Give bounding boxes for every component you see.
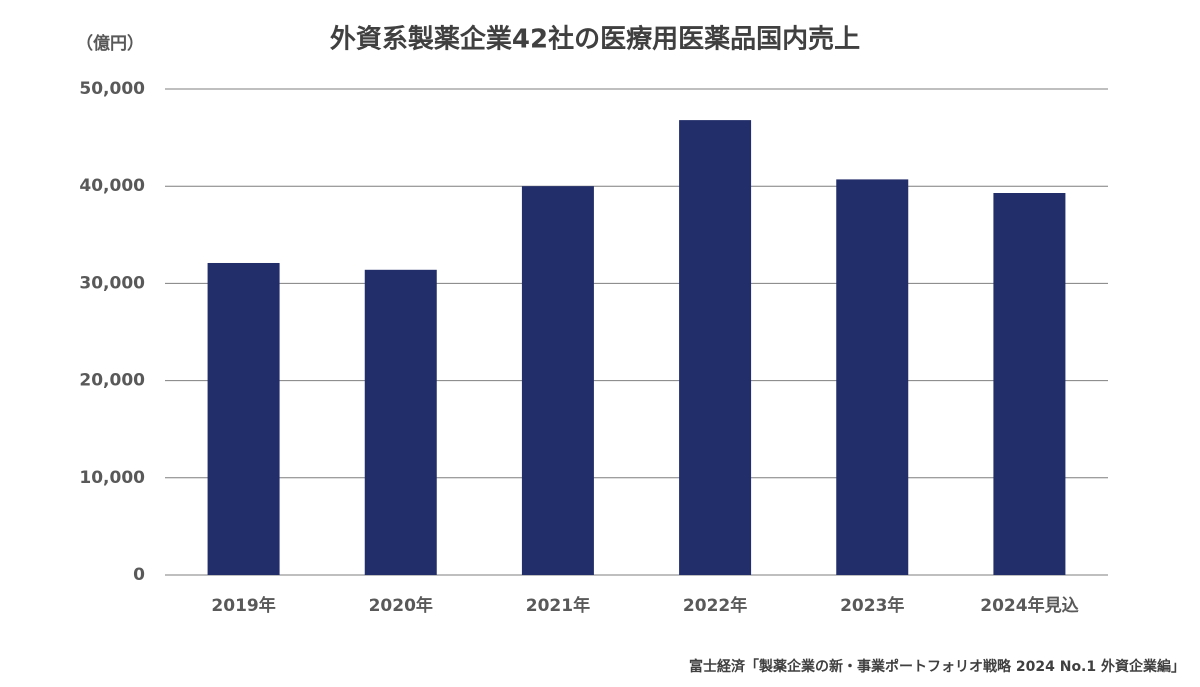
bar bbox=[364, 269, 437, 575]
bar bbox=[679, 120, 752, 575]
x-tick-label: 2021年 bbox=[526, 595, 590, 616]
y-tick-label: 0 bbox=[133, 565, 145, 585]
y-tick-label: 50,000 bbox=[79, 79, 145, 99]
y-tick-label: 10,000 bbox=[79, 468, 145, 488]
bar bbox=[836, 179, 909, 575]
x-tick-label: 2019年 bbox=[211, 595, 275, 616]
y-tick-label: 30,000 bbox=[79, 273, 145, 293]
y-tick-label: 20,000 bbox=[79, 371, 145, 391]
x-tick-label: 2020年 bbox=[369, 595, 433, 616]
bar bbox=[521, 186, 594, 575]
unit-label: （億円） bbox=[76, 33, 144, 54]
y-tick-label: 40,000 bbox=[79, 176, 145, 196]
chart-title: 外資系製薬企業42社の医療用医薬品国内売上 bbox=[330, 24, 860, 55]
source-note: 富士経済「製薬企業の新・事業ポートフォリオ戦略 2024 No.1 外資企業編」 bbox=[689, 658, 1185, 675]
bar bbox=[993, 193, 1066, 575]
x-tick-label: 2022年 bbox=[683, 595, 747, 616]
x-tick-label: 2023年 bbox=[840, 595, 904, 616]
bar bbox=[207, 262, 280, 575]
x-tick-label: 2024年見込 bbox=[980, 595, 1078, 616]
